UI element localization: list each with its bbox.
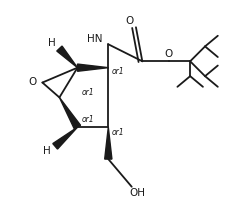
- Text: O: O: [29, 77, 37, 87]
- Polygon shape: [53, 127, 78, 149]
- Text: O: O: [165, 49, 173, 59]
- Polygon shape: [60, 97, 81, 129]
- Text: or1: or1: [81, 115, 94, 124]
- Polygon shape: [78, 64, 108, 71]
- Text: OH: OH: [129, 188, 145, 198]
- Text: HN: HN: [87, 34, 103, 43]
- Text: O: O: [126, 16, 134, 26]
- Text: or1: or1: [112, 128, 124, 137]
- Polygon shape: [57, 46, 78, 68]
- Text: or1: or1: [81, 88, 94, 97]
- Text: H: H: [48, 38, 55, 48]
- Text: H: H: [43, 146, 51, 156]
- Text: or1: or1: [112, 67, 124, 76]
- Polygon shape: [105, 127, 112, 159]
